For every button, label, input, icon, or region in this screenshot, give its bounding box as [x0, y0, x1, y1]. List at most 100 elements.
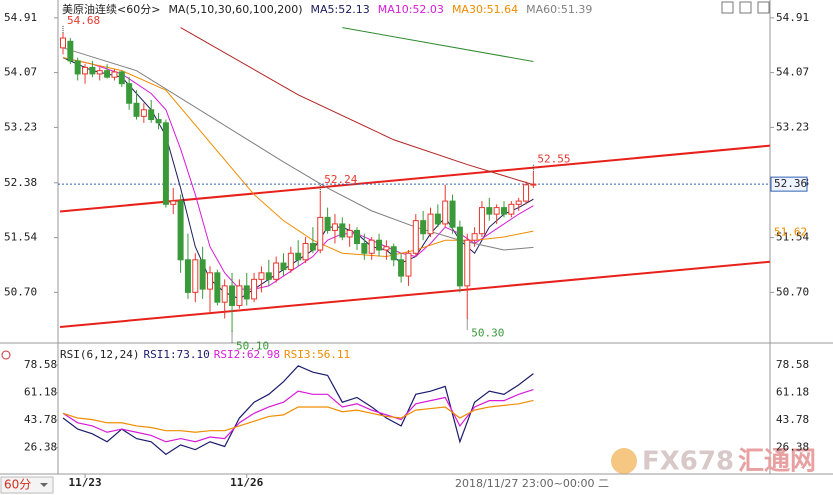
candle-body [273, 262, 280, 280]
window-icons[interactable] [721, 1, 770, 14]
candle-body [265, 272, 272, 280]
y-tick-label-right: 61.18 [776, 385, 809, 398]
y-tick-label-right: 43.78 [776, 413, 809, 426]
candle-body [89, 66, 96, 75]
candle-body [74, 60, 81, 75]
candle-body [434, 213, 441, 225]
candle-body [354, 229, 361, 244]
y-tick-label-right: 54.07 [776, 66, 809, 79]
candle-body [508, 203, 515, 215]
y-tick-label: 43.78 [24, 413, 57, 426]
candle-body [420, 220, 427, 235]
rsi-line [62, 399, 534, 433]
candle-body [140, 109, 147, 117]
candle-body [405, 252, 412, 277]
period-box[interactable] [0, 476, 54, 494]
ma-line [62, 47, 534, 251]
y-tick-label: 52.38 [4, 176, 37, 189]
candle-body [302, 242, 309, 261]
candle-body [339, 223, 346, 238]
y-tick-label-right: 51.54 [776, 231, 809, 244]
candle-body [199, 259, 206, 290]
candle-body [258, 272, 265, 280]
logo [611, 448, 637, 474]
last-price-label: 52.36 [774, 177, 807, 190]
icon[interactable] [757, 1, 770, 14]
indicator-header: RSI(6,12,24) RSI1:73.10 RSI2:62.98 RSI3:56.… [60, 348, 350, 361]
y-tick-label: 53.23 [4, 120, 37, 133]
last-price-tag [770, 176, 808, 192]
icon[interactable] [739, 1, 752, 14]
rsi-icon[interactable] [1, 350, 11, 360]
candle-body [493, 207, 500, 215]
y-tick-label: 61.18 [24, 385, 57, 398]
trendline [59, 260, 771, 328]
annotation: 54.68 [67, 14, 100, 27]
y-tick-label: 54.07 [4, 66, 37, 79]
y-tick-label: 54.91 [4, 11, 37, 24]
candle-body [111, 71, 118, 78]
y-tick-label-right: 26.38 [776, 440, 809, 453]
candle-body [229, 285, 236, 306]
candle-body [221, 285, 228, 303]
candle-body [398, 259, 405, 277]
candle-body [206, 272, 213, 290]
candle-body [59, 37, 66, 49]
candle-body [346, 229, 353, 238]
candle-body [309, 242, 316, 251]
indicator-label: MA(5,10,30,60,100,200) [168, 3, 302, 16]
candle-body [82, 66, 89, 75]
chart-title: 美原油连续<60分> [62, 2, 160, 16]
candle-body [530, 183, 537, 186]
candle-body [148, 109, 155, 121]
candle-body [214, 272, 221, 303]
x-tick-label: 11/26 [230, 476, 263, 489]
candle-body [383, 246, 390, 251]
candle-body [177, 200, 184, 261]
candle-body [324, 216, 331, 231]
period[interactable]: 60分 [4, 478, 31, 492]
candle-body [390, 246, 397, 261]
candle-body [236, 285, 243, 306]
candle-body [501, 207, 508, 215]
candle-body [243, 285, 250, 300]
y-tick-label-right: 53.23 [776, 120, 809, 133]
annotation: 50.30 [471, 326, 504, 339]
trendline [59, 144, 771, 213]
candle-body [361, 242, 368, 254]
candle-body [295, 252, 302, 261]
y-tick-label: 78.58 [24, 358, 57, 371]
candle-body [515, 200, 522, 205]
legend-entry: RSI2:62.98 [214, 348, 280, 361]
y-tick-label-right: 78.58 [776, 358, 809, 371]
candle-body [331, 223, 338, 231]
candle-body [478, 207, 485, 235]
dropdown-arrow [40, 483, 48, 487]
indicator-title: RSI(6,12,24) [60, 348, 139, 361]
y-tick-label-right: 50.70 [776, 285, 809, 298]
candle-body [523, 184, 530, 202]
legend-entry: MA5:52.13 [311, 3, 370, 16]
candle-body [287, 252, 294, 271]
candle-body [442, 200, 449, 225]
candle-body [67, 40, 74, 62]
candle-body [456, 226, 463, 287]
x-tick-label: 11/23 [68, 476, 101, 489]
icon[interactable] [721, 1, 734, 14]
candle-body [280, 262, 287, 271]
candle-body [126, 83, 133, 104]
candle-body [427, 213, 434, 235]
y-tick-label-right: 54.91 [776, 11, 809, 24]
y-tick-label: 51.54 [4, 231, 37, 244]
y-tick-label: 50.70 [4, 285, 37, 298]
annotation: 52.24 [324, 173, 357, 186]
candle-body [192, 259, 199, 293]
candle-body [162, 122, 169, 205]
legend-entry: RSI3:56.11 [284, 348, 350, 361]
candle-body [412, 220, 419, 254]
watermark-name: 汇通网 [738, 447, 816, 477]
legend-entry: MA30:51.64 [452, 3, 518, 16]
timestamp: 2018/11/27 23:00~00:00 二 [455, 477, 609, 490]
candle-body [104, 70, 111, 78]
